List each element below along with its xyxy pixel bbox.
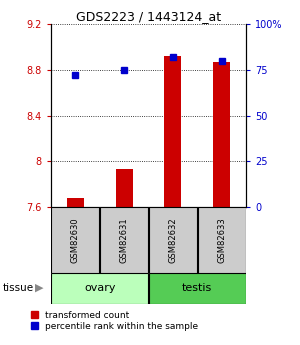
Bar [52, 273, 148, 304]
Bar [213, 62, 230, 207]
Bar [164, 56, 182, 207]
Text: tissue: tissue [3, 283, 34, 293]
Bar [100, 207, 148, 273]
Bar [149, 273, 245, 304]
Bar [149, 207, 197, 273]
Legend: transformed count, percentile rank within the sample: transformed count, percentile rank withi… [31, 311, 198, 331]
Bar [52, 207, 99, 273]
Text: GSM82631: GSM82631 [120, 217, 129, 263]
Text: GSM82630: GSM82630 [71, 217, 80, 263]
Bar [198, 207, 245, 273]
Text: GSM82632: GSM82632 [168, 217, 177, 263]
Bar [67, 198, 84, 207]
Text: GSM82633: GSM82633 [217, 217, 226, 263]
Text: ▶: ▶ [35, 283, 43, 293]
Title: GDS2223 / 1443124_at: GDS2223 / 1443124_at [76, 10, 221, 23]
Text: testis: testis [182, 283, 212, 293]
Text: ovary: ovary [84, 283, 116, 293]
Bar [116, 169, 133, 207]
